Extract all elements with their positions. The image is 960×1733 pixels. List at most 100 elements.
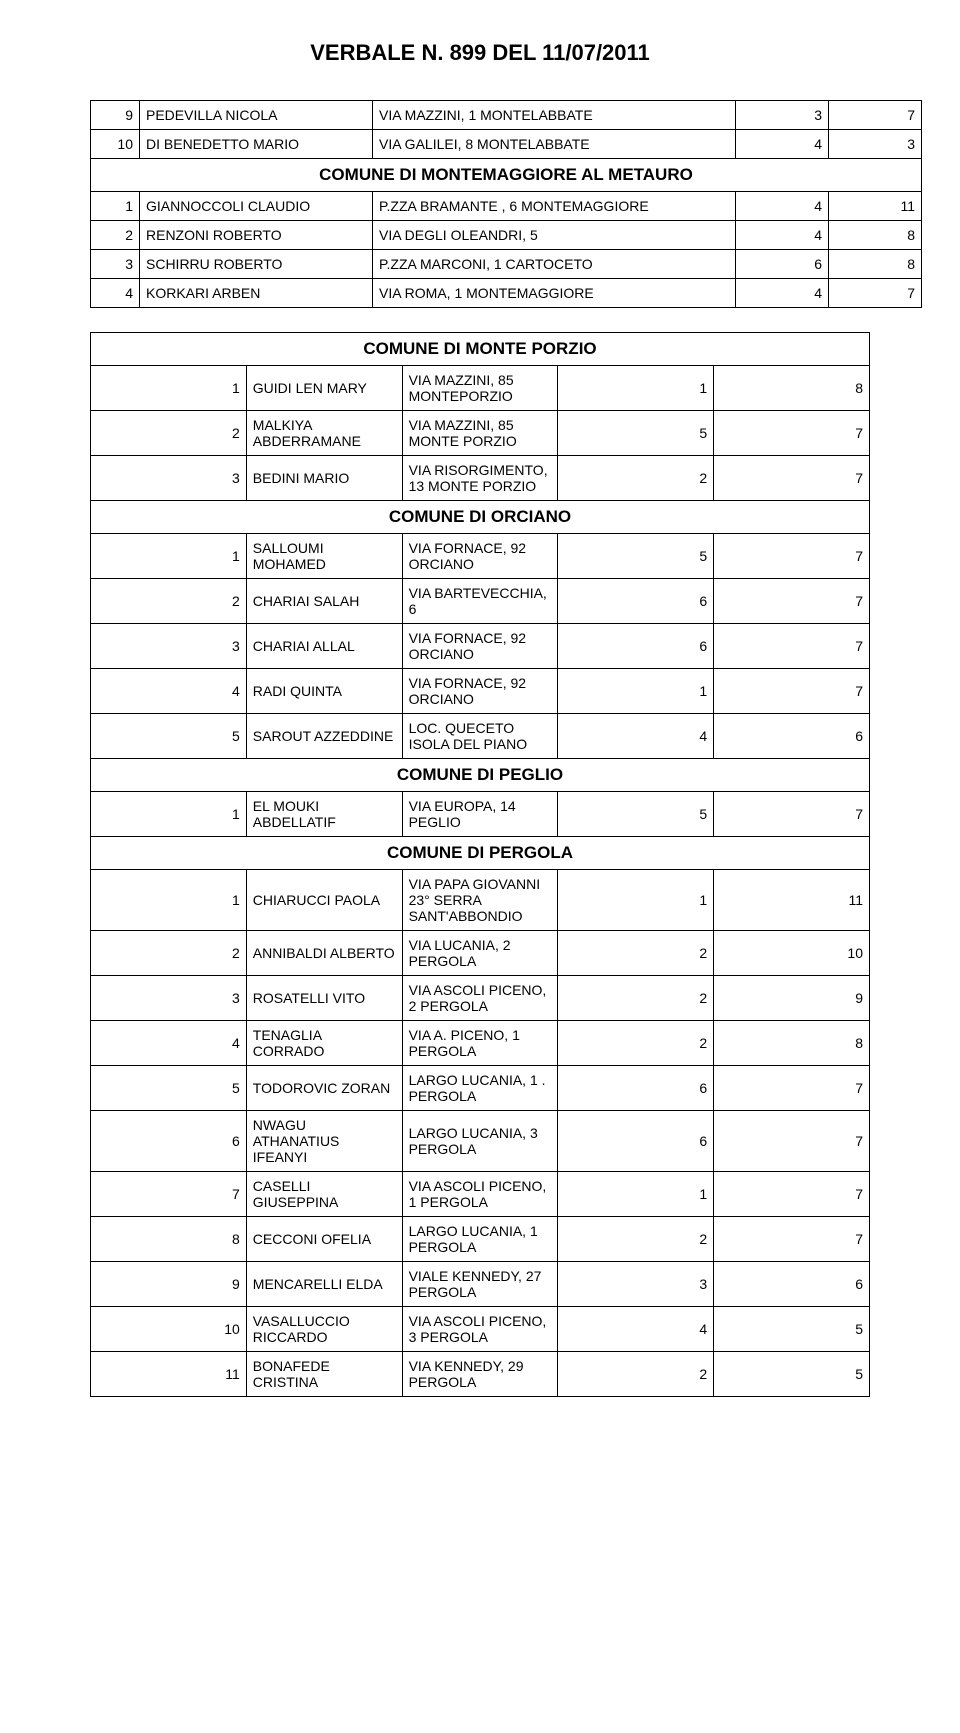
row-name: CASELLI GIUSEPPINA [246,1172,402,1217]
table-row: 4RADI QUINTAVIA FORNACE, 92 ORCIANO17 [91,669,870,714]
page-title: VERBALE N. 899 DEL 11/07/2011 [90,40,870,66]
row-value-2: 7 [714,1111,870,1172]
section-header: COMUNE DI PEGLIO [91,759,870,792]
row-address: VIA ASCOLI PICENO, 3 PERGOLA [402,1307,558,1352]
row-value-2: 7 [714,624,870,669]
row-value-1: 1 [558,870,714,931]
row-value-1: 6 [558,624,714,669]
row-value-1: 6 [736,250,829,279]
table-row: 8CECCONI OFELIALARGO LUCANIA, 1 PERGOLA2… [91,1217,870,1262]
row-value-2: 7 [829,279,922,308]
row-index: 3 [91,250,140,279]
table-row: 2RENZONI ROBERTOVIA DEGLI OLEANDRI, 548 [91,221,922,250]
row-value-2: 3 [829,130,922,159]
row-index: 1 [91,534,247,579]
table-row: 7CASELLI GIUSEPPINAVIA ASCOLI PICENO, 1 … [91,1172,870,1217]
row-name: MENCARELLI ELDA [246,1262,402,1307]
row-address: P.ZZA BRAMANTE , 6 MONTEMAGGIORE [373,192,736,221]
row-value-2: 7 [714,411,870,456]
row-value-2: 7 [714,1217,870,1262]
data-table: 9PEDEVILLA NICOLAVIA MAZZINI, 1 MONTELAB… [90,100,922,308]
row-address: VIA PAPA GIOVANNI 23° SERRA SANT'ABBONDI… [402,870,558,931]
table-row: 1GIANNOCCOLI CLAUDIOP.ZZA BRAMANTE , 6 M… [91,192,922,221]
row-name: GIANNOCCOLI CLAUDIO [140,192,373,221]
table-gap [90,308,870,332]
data-table: COMUNE DI MONTE PORZIO1GUIDI LEN MARYVIA… [90,332,870,1397]
row-value-2: 8 [829,250,922,279]
row-address: VIA MAZZINI, 1 MONTELABBATE [373,101,736,130]
row-name: PEDEVILLA NICOLA [140,101,373,130]
row-index: 1 [91,870,247,931]
row-address: LARGO LUCANIA, 3 PERGOLA [402,1111,558,1172]
row-address: VIA LUCANIA, 2 PERGOLA [402,931,558,976]
row-address: VIA FORNACE, 92 ORCIANO [402,534,558,579]
table-row: 2CHARIAI SALAHVIA BARTEVECCHIA, 667 [91,579,870,624]
row-value-2: 5 [714,1352,870,1397]
table-row: 3CHARIAI ALLALVIA FORNACE, 92 ORCIANO67 [91,624,870,669]
row-address: LARGO LUCANIA, 1 PERGOLA [402,1217,558,1262]
row-address: VIA KENNEDY, 29 PERGOLA [402,1352,558,1397]
table-row: 10DI BENEDETTO MARIOVIA GALILEI, 8 MONTE… [91,130,922,159]
table-row: 4KORKARI ARBENVIA ROMA, 1 MONTEMAGGIORE4… [91,279,922,308]
row-index: 2 [91,221,140,250]
row-value-2: 8 [829,221,922,250]
row-value-1: 2 [558,1217,714,1262]
section-header: COMUNE DI MONTEMAGGIORE AL METAURO [91,159,922,192]
row-value-1: 1 [558,1172,714,1217]
row-index: 1 [91,192,140,221]
row-name: CHARIAI SALAH [246,579,402,624]
row-address: VIA RISORGIMENTO, 13 MONTE PORZIO [402,456,558,501]
row-name: ANNIBALDI ALBERTO [246,931,402,976]
row-name: DI BENEDETTO MARIO [140,130,373,159]
row-address: LOC. QUECETO ISOLA DEL PIANO [402,714,558,759]
row-index: 1 [91,366,247,411]
row-value-1: 2 [558,1021,714,1066]
table-row: COMUNE DI MONTEMAGGIORE AL METAURO [91,159,922,192]
row-value-2: 6 [714,714,870,759]
row-address: VIA ASCOLI PICENO, 2 PERGOLA [402,976,558,1021]
table-row: 3ROSATELLI VITOVIA ASCOLI PICENO, 2 PERG… [91,976,870,1021]
row-index: 9 [91,1262,247,1307]
row-value-2: 9 [714,976,870,1021]
row-value-1: 2 [558,931,714,976]
row-value-2: 7 [714,1066,870,1111]
section-header: COMUNE DI PERGOLA [91,837,870,870]
row-address: VIA ROMA, 1 MONTEMAGGIORE [373,279,736,308]
row-index: 11 [91,1352,247,1397]
row-index: 5 [91,1066,247,1111]
row-value-1: 4 [736,221,829,250]
row-name: SCHIRRU ROBERTO [140,250,373,279]
row-index: 3 [91,456,247,501]
row-name: SALLOUMI MOHAMED [246,534,402,579]
row-index: 7 [91,1172,247,1217]
row-value-1: 4 [736,192,829,221]
row-address: VIA MAZZINI, 85 MONTEPORZIO [402,366,558,411]
table-row: COMUNE DI PERGOLA [91,837,870,870]
row-value-1: 1 [558,366,714,411]
row-address: VIA A. PICENO, 1 PERGOLA [402,1021,558,1066]
row-value-1: 4 [736,279,829,308]
table-row: COMUNE DI ORCIANO [91,501,870,534]
row-name: RADI QUINTA [246,669,402,714]
row-index: 2 [91,579,247,624]
row-value-1: 4 [736,130,829,159]
row-value-1: 3 [558,1262,714,1307]
row-name: MALKIYA ABDERRAMANE [246,411,402,456]
row-name: BEDINI MARIO [246,456,402,501]
table-row: 1SALLOUMI MOHAMEDVIA FORNACE, 92 ORCIANO… [91,534,870,579]
table-row: 1CHIARUCCI PAOLAVIA PAPA GIOVANNI 23° SE… [91,870,870,931]
row-name: SAROUT AZZEDDINE [246,714,402,759]
row-value-2: 7 [714,792,870,837]
row-address: VIA ASCOLI PICENO, 1 PERGOLA [402,1172,558,1217]
row-index: 2 [91,931,247,976]
row-index: 4 [91,1021,247,1066]
row-value-2: 7 [829,101,922,130]
row-address: LARGO LUCANIA, 1 . PERGOLA [402,1066,558,1111]
table-row: 5TODOROVIC ZORANLARGO LUCANIA, 1 . PERGO… [91,1066,870,1111]
row-name: TODOROVIC ZORAN [246,1066,402,1111]
row-index: 9 [91,101,140,130]
row-value-1: 6 [558,579,714,624]
table-row: 5SAROUT AZZEDDINELOC. QUECETO ISOLA DEL … [91,714,870,759]
row-index: 3 [91,976,247,1021]
table-row: 9MENCARELLI ELDAVIALE KENNEDY, 27 PERGOL… [91,1262,870,1307]
